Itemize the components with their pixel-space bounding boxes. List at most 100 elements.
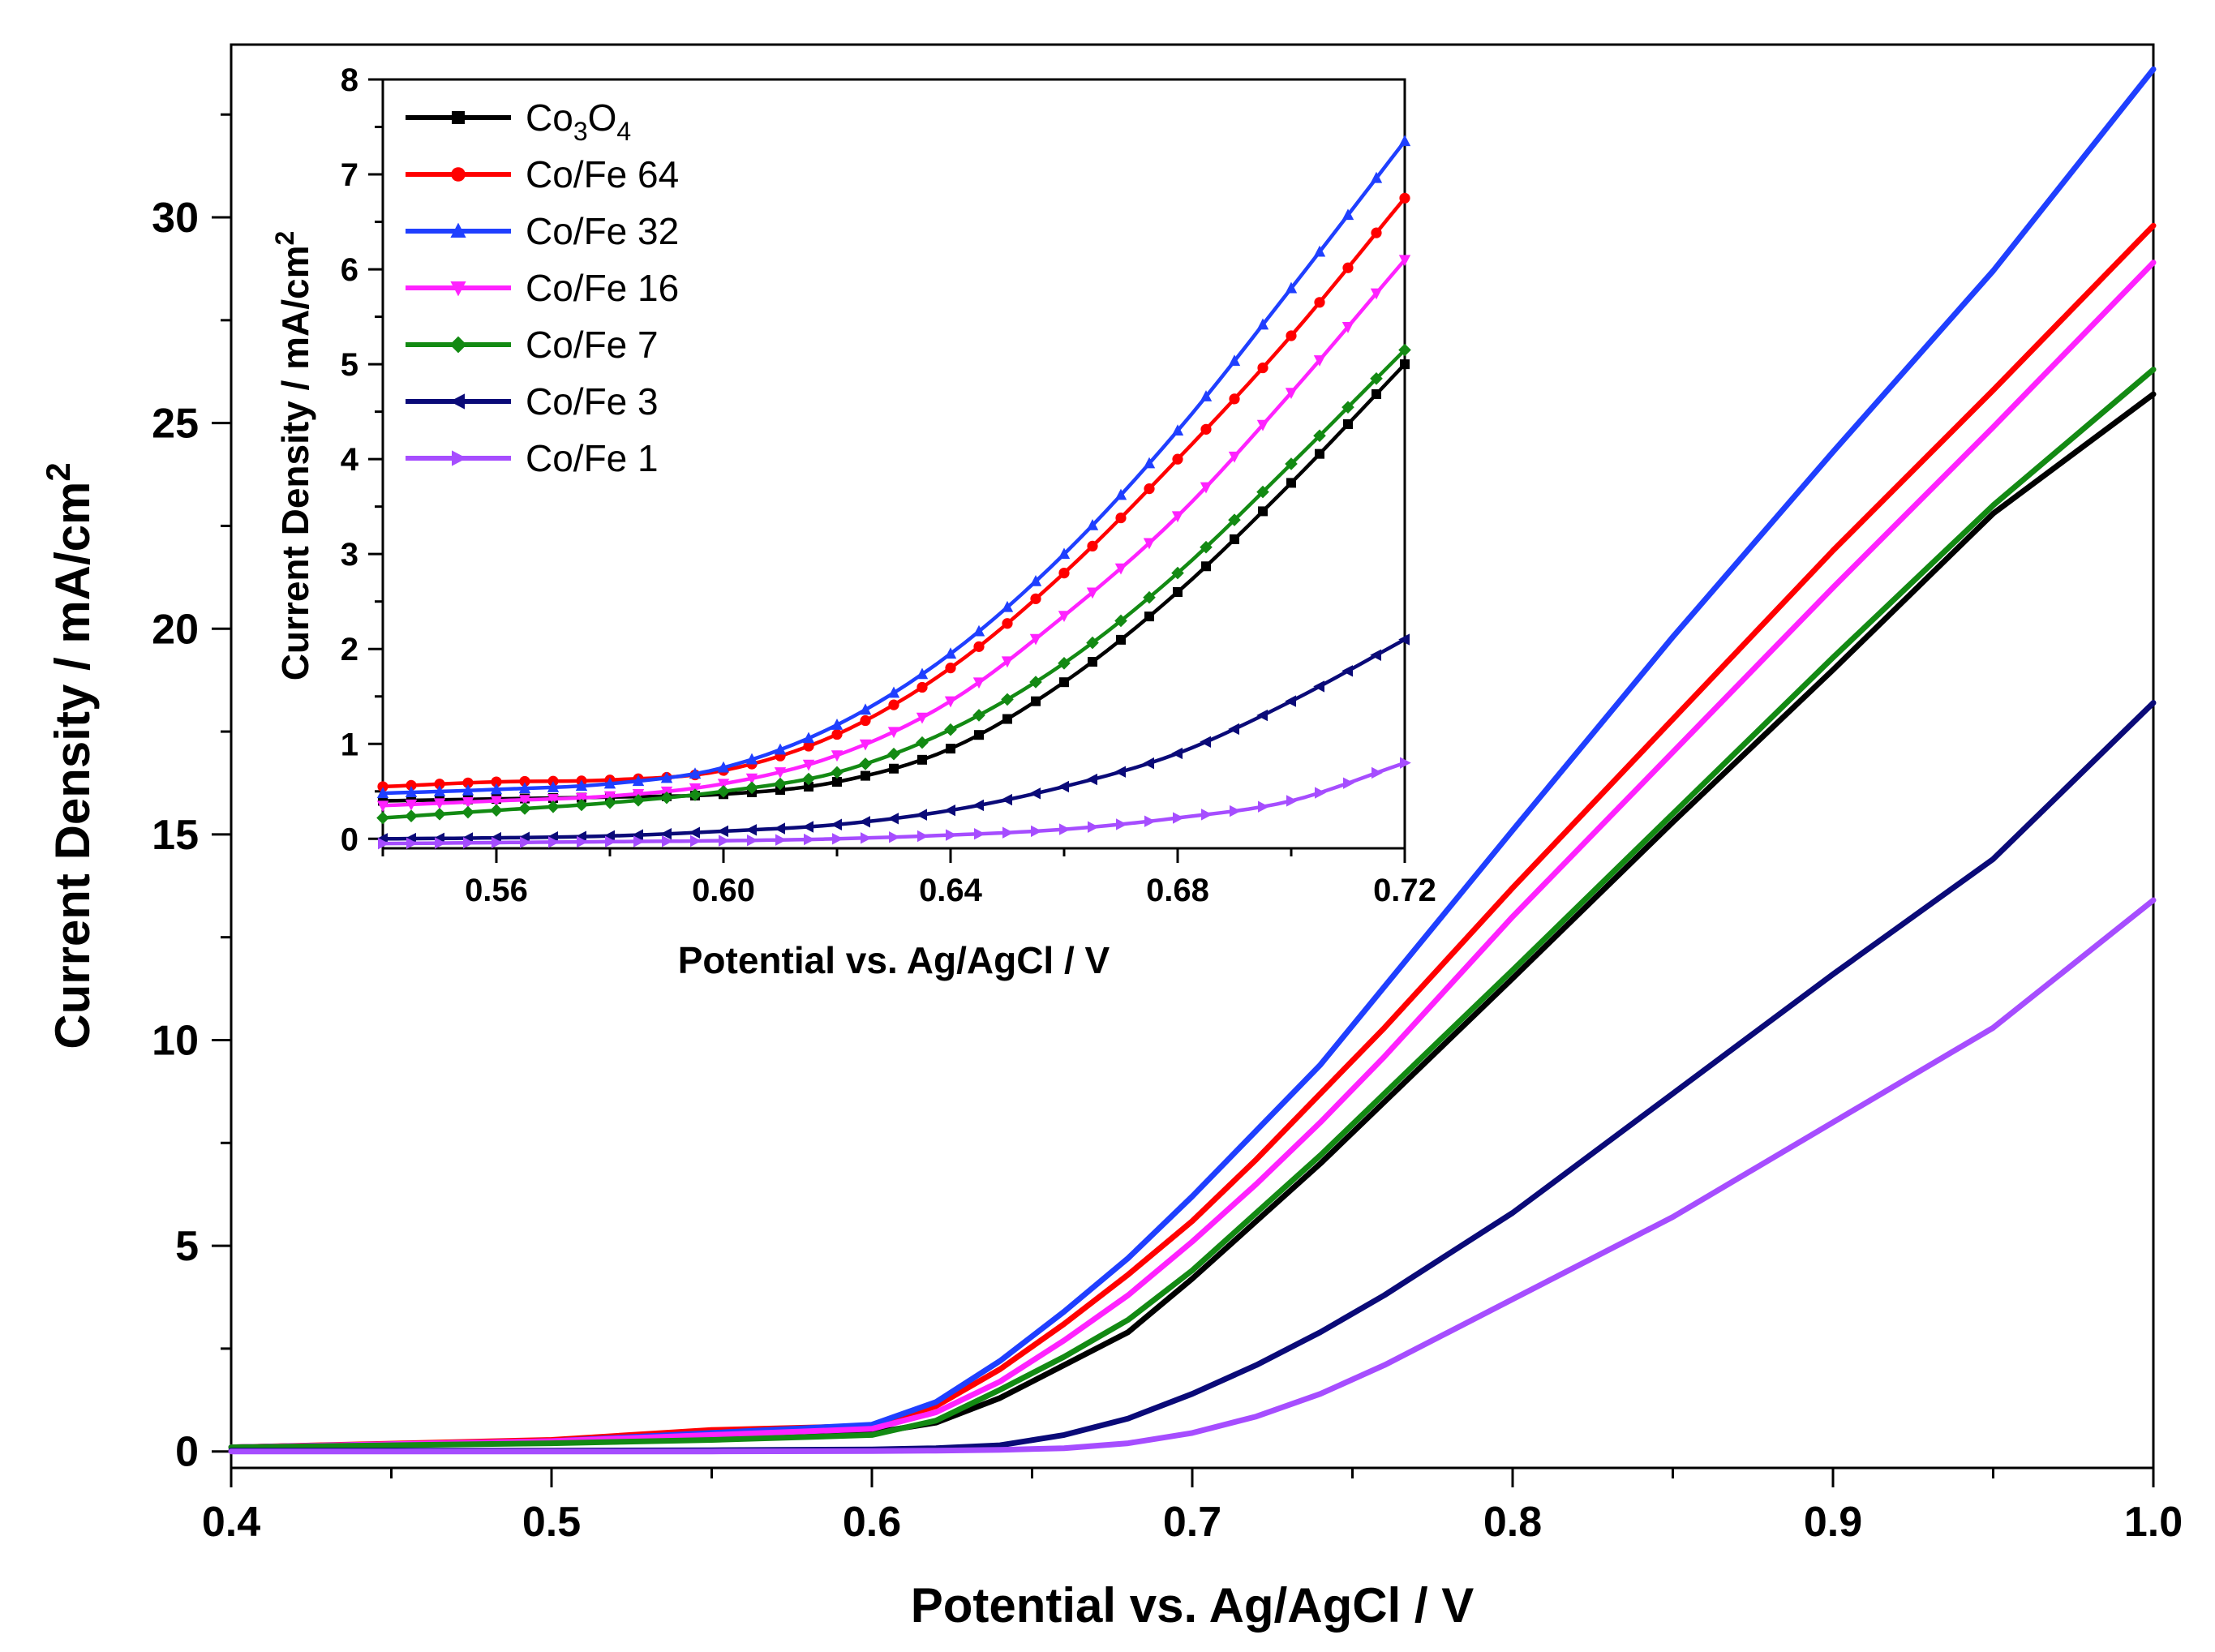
- inset-marker-co-fe-1: [1400, 757, 1411, 769]
- inset-marker-co-fe-7: [717, 784, 730, 798]
- inset-marker-co-fe-16: [1398, 255, 1411, 267]
- inset-marker-co-fe-64: [973, 641, 985, 652]
- inset-marker-co-fe-3: [1370, 649, 1381, 662]
- inset-marker-co-fe-32: [518, 782, 531, 794]
- inset-marker-co-fe-32: [944, 647, 957, 659]
- inset-marker-co-fe-1: [633, 835, 645, 847]
- inset-marker-co-fe-16: [802, 759, 815, 771]
- main-x-tick-label: 0.7: [1163, 1499, 1221, 1546]
- inset-marker-co-fe-16: [547, 794, 560, 805]
- inset-marker-co-fe-1: [832, 833, 844, 845]
- inset-marker-co-fe-16: [1029, 633, 1042, 646]
- inset-marker-co-fe-1: [917, 830, 929, 843]
- inset-marker-co-fe-64: [406, 779, 417, 791]
- inset-marker-co-fe-64: [1144, 483, 1155, 495]
- inset-marker-co-fe-7: [1228, 513, 1241, 526]
- inset-marker-co3o4: [946, 744, 955, 754]
- inset-marker-co-fe-1: [548, 836, 560, 848]
- inset-y-tick-label: 2: [341, 632, 358, 667]
- inset-marker-co-fe-32: [831, 719, 844, 730]
- inset-marker-co-fe-1: [1371, 766, 1383, 779]
- inset-marker-co-fe-32: [547, 781, 560, 792]
- inset-marker-co-fe-7: [1029, 676, 1042, 689]
- inset-y-tick-label: 1: [341, 727, 358, 762]
- inset-marker-co-fe-64: [1286, 330, 1297, 341]
- inset-marker-co-fe-7: [1285, 457, 1298, 470]
- inset-marker-co-fe-7: [1001, 693, 1014, 706]
- legend-item-co-fe-1: Co/Fe 1: [406, 437, 659, 479]
- inset-marker-co-fe-7: [1256, 485, 1269, 499]
- inset-marker-co-fe-7: [972, 709, 985, 722]
- inset-y-axis-title-text: Current Density / mA/cm: [274, 246, 316, 681]
- main-y-tick-label: 10: [152, 1017, 199, 1064]
- inset-marker-co-fe-7: [944, 723, 957, 736]
- inset-marker-co-fe-16: [433, 798, 446, 810]
- legend-item-co-fe-7: Co/Fe 7: [406, 324, 659, 366]
- inset-marker-co-fe-32: [1313, 245, 1326, 257]
- inset-marker-co3o4: [889, 763, 899, 774]
- inset-marker-co3o4: [1315, 448, 1324, 459]
- inset-y-tick-label: 0: [341, 822, 358, 857]
- legend-item-co3o4: Co3O4: [406, 97, 631, 146]
- inset-marker-co-fe-7: [575, 798, 588, 812]
- inset-marker-co-fe-7: [1341, 401, 1354, 414]
- main-x-tick-label: 0.8: [1483, 1499, 1542, 1546]
- inset-marker-co-fe-7: [433, 808, 446, 821]
- inset-plot-frame: [381, 78, 1406, 850]
- inset-marker-co-fe-7: [660, 791, 673, 805]
- legend-label: Co3O4: [526, 97, 631, 146]
- inset-marker-co-fe-7: [461, 805, 474, 819]
- inset-marker-co-fe-1: [378, 837, 389, 850]
- main-y-tick-label: 20: [152, 606, 199, 653]
- inset-marker-co-fe-32: [1228, 354, 1241, 367]
- inset-marker-co-fe-32: [1001, 600, 1014, 612]
- inset-marker-co3o4: [1088, 656, 1097, 667]
- inset-marker-co-fe-3: [831, 818, 842, 830]
- inset-y-tick-label: 4: [341, 442, 359, 478]
- inset-marker-co-fe-3: [916, 809, 927, 821]
- main-series-co-fe-32: [228, 66, 2157, 1451]
- inset-series-co-fe-16: [376, 255, 1411, 813]
- inset-x-tick-label: 0.60: [692, 873, 755, 908]
- inset-marker-co3o4: [1343, 418, 1353, 429]
- inset-y-axis-title-sup: 2: [270, 231, 299, 246]
- main-series-co-fe-7: [228, 367, 2157, 1451]
- inset-marker-co-fe-64: [945, 663, 956, 674]
- inset-marker-co-fe-64: [1257, 362, 1268, 374]
- inset-y-tick-label: 8: [341, 62, 358, 98]
- inset-marker-co-fe-1: [1343, 777, 1354, 789]
- inset-marker-co-fe-3: [774, 822, 785, 835]
- inset-marker-co-fe-7: [1171, 566, 1184, 580]
- inset-marker-co3o4: [1059, 677, 1069, 688]
- inset-marker-co-fe-7: [1143, 590, 1156, 604]
- inset-marker-co-fe-1: [946, 829, 957, 841]
- inset-marker-co-fe-1: [520, 836, 531, 848]
- inset-marker-co-fe-16: [944, 696, 957, 708]
- inset-marker-co3o4: [1116, 634, 1126, 645]
- inset-marker-co-fe-1: [406, 837, 418, 850]
- inset-marker-co-fe-16: [1256, 419, 1269, 431]
- inset-marker-co-fe-1: [1258, 800, 1269, 813]
- inset-marker-co-fe-16: [1313, 355, 1326, 367]
- main-y-axis-title-sup: 2: [39, 462, 77, 481]
- legend-label-subscript: 3: [573, 117, 588, 146]
- inset-marker-co-fe-3: [575, 830, 586, 843]
- inset-x-tick-label: 0.68: [1146, 873, 1209, 908]
- inset-marker-co-fe-7: [774, 777, 787, 791]
- inset-marker-co-fe-32: [717, 761, 730, 773]
- inset-marker-co-fe-64: [860, 714, 871, 727]
- inset-marker-co-fe-32: [859, 703, 872, 715]
- inset-marker-co-fe-1: [1088, 821, 1099, 833]
- inset-marker-co-fe-64: [462, 777, 474, 788]
- main-y-tick-label: 15: [152, 812, 199, 859]
- inset-marker-co-fe-7: [1370, 372, 1383, 385]
- inset-marker-co-fe-64: [1002, 618, 1013, 629]
- inset-marker-co-fe-32: [632, 775, 645, 787]
- inset-marker-co-fe-16: [376, 800, 389, 813]
- inset-marker-co-fe-1: [1315, 787, 1326, 799]
- inset-marker-co-fe-64: [831, 728, 843, 740]
- inset-y-axis-title: Current Density / mA/cm2: [270, 231, 316, 681]
